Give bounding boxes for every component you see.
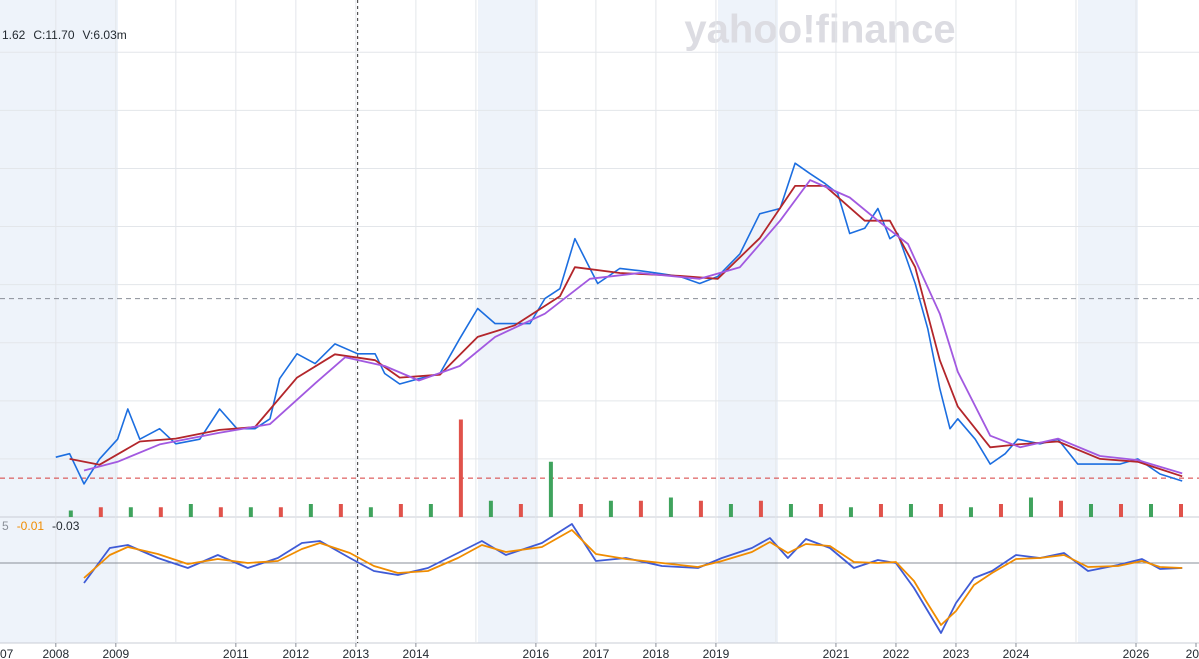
- legend-text: -0.03: [52, 519, 80, 533]
- volume-bar: [968, 507, 973, 517]
- volume-bar: [1178, 504, 1183, 517]
- volume-bar: [998, 504, 1003, 517]
- legend-text: -0.01: [17, 519, 45, 533]
- shaded-bands: [0, 0, 1138, 643]
- volume-bar: [218, 507, 223, 517]
- x-tick-label: 2018: [643, 647, 670, 659]
- x-tick-label: 2024: [1003, 647, 1030, 659]
- x-tick-label: 2014: [403, 647, 430, 659]
- series-line: [83, 179, 1183, 475]
- band: [0, 0, 118, 643]
- volume-bar: [758, 500, 763, 517]
- legend-text: 5: [2, 519, 9, 533]
- series-line: [69, 185, 1183, 478]
- volume-bar: [338, 504, 343, 517]
- x-tick-label: 2012: [282, 647, 309, 659]
- volume-bar: [308, 504, 313, 517]
- legend-text: 1.62: [2, 28, 26, 42]
- volume-bar: [428, 504, 433, 517]
- x-tick-label: 2021: [823, 647, 850, 659]
- volume-bar: [518, 504, 523, 517]
- x-tick-label: 2011: [223, 647, 249, 659]
- volume-bar: [128, 507, 133, 517]
- volume-bar: [938, 504, 943, 517]
- series-line: [83, 529, 1183, 626]
- volume-bar: [1088, 504, 1093, 517]
- volume-bar: [458, 419, 463, 517]
- volume-bar: [728, 504, 733, 517]
- volume-bar: [818, 504, 823, 517]
- volume-bar: [698, 500, 703, 517]
- volume-bar: [878, 504, 883, 517]
- volume-bar: [368, 507, 373, 517]
- x-tick-label: 2019: [703, 647, 730, 659]
- volume-bar: [548, 461, 553, 517]
- volume-bar: [1118, 504, 1123, 517]
- series-line: [83, 523, 1183, 634]
- volume-bar: [1058, 500, 1063, 517]
- volume-bar: [578, 504, 583, 517]
- x-tick-label: 2017: [583, 647, 610, 659]
- volume-bar: [608, 500, 613, 517]
- volume-bar: [188, 504, 193, 517]
- volume-bar: [788, 504, 793, 517]
- volume-bar: [158, 507, 163, 517]
- series-line: [55, 162, 1183, 485]
- x-tick-label: 2023: [943, 647, 970, 659]
- x-tick-label: 2022: [883, 647, 910, 659]
- volume-bar: [1028, 497, 1033, 517]
- legend-text: C:11.70: [33, 28, 74, 42]
- x-tick-label: 2009: [102, 647, 129, 659]
- volume-bar: [248, 507, 253, 517]
- x-tick-label: 2013: [343, 647, 370, 659]
- volume-bar: [668, 497, 673, 517]
- volume-bar: [398, 504, 403, 517]
- x-tick-label: 2026: [1123, 647, 1150, 659]
- volume-bar: [1148, 504, 1153, 517]
- x-tick-label: 07: [0, 647, 14, 659]
- volume-bar: [908, 504, 913, 517]
- watermark: yahoo!finance: [684, 8, 955, 52]
- band: [718, 0, 778, 643]
- x-tick-label: 2016: [523, 647, 550, 659]
- volume-bar: [488, 500, 493, 517]
- legend-text: V:6.03m: [83, 28, 127, 42]
- band: [1078, 0, 1138, 643]
- x-tick-label: 2008: [42, 647, 69, 659]
- volume-bar: [278, 507, 283, 517]
- volume-bar: [848, 507, 853, 517]
- volume-bar: [68, 510, 73, 517]
- volume-bar: [638, 500, 643, 517]
- volume-bar: [98, 507, 103, 517]
- x-tick-label: 20: [1186, 647, 1199, 659]
